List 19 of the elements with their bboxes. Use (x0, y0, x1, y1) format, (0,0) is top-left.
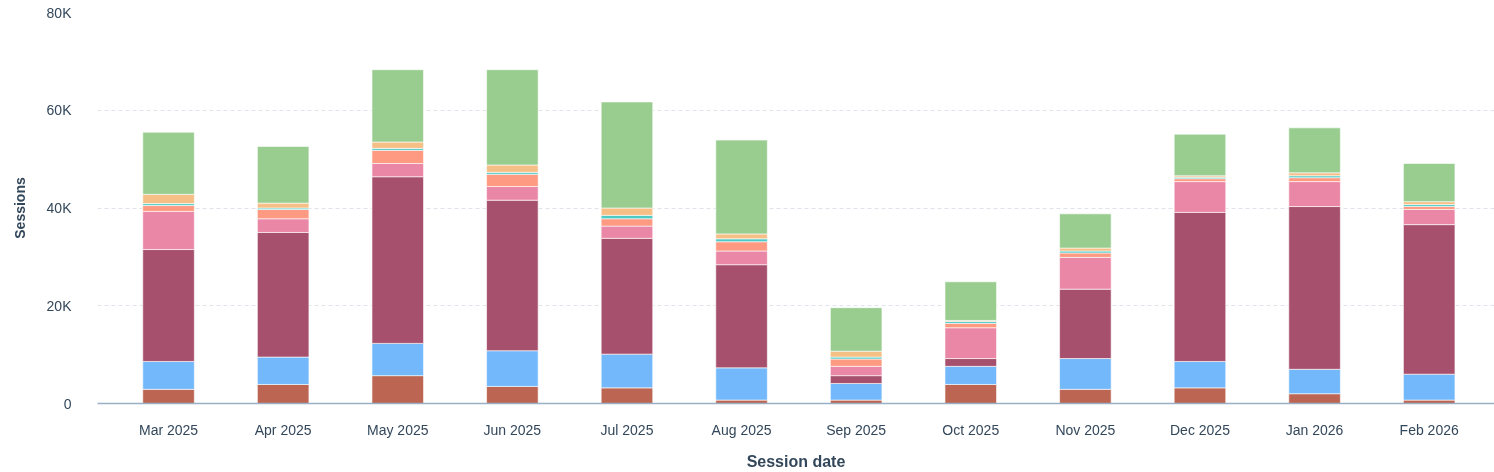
y-tick-label: 40K (46, 200, 73, 216)
x-tick-label: Feb 2026 (1399, 421, 1459, 438)
x-axis-title: Session date (746, 452, 846, 470)
x-tick-label: Sep 2025 (826, 421, 887, 438)
x-tick-label: Nov 2025 (1055, 421, 1116, 438)
x-tick-label: Apr 2025 (254, 421, 312, 438)
x-tick-label: Oct 2025 (942, 421, 1000, 438)
x-tick-label: May 2025 (367, 421, 429, 438)
x-tick-label: Aug 2025 (711, 421, 772, 438)
x-tick-label: Jan 2026 (1285, 421, 1344, 438)
y-tick-label: 80K (46, 4, 73, 21)
y-tick-label: 60K (46, 102, 73, 119)
y-tick-label: 20K (46, 297, 73, 314)
y-axis-title: Sessions (11, 177, 28, 239)
x-tick-label: Mar 2025 (138, 421, 199, 438)
x-tick-label: Jul 2025 (600, 421, 654, 438)
y-tick-label: 0 (63, 395, 72, 412)
x-tick-label: Dec 2025 (1170, 421, 1231, 438)
x-tick-label: Jun 2025 (483, 421, 542, 438)
